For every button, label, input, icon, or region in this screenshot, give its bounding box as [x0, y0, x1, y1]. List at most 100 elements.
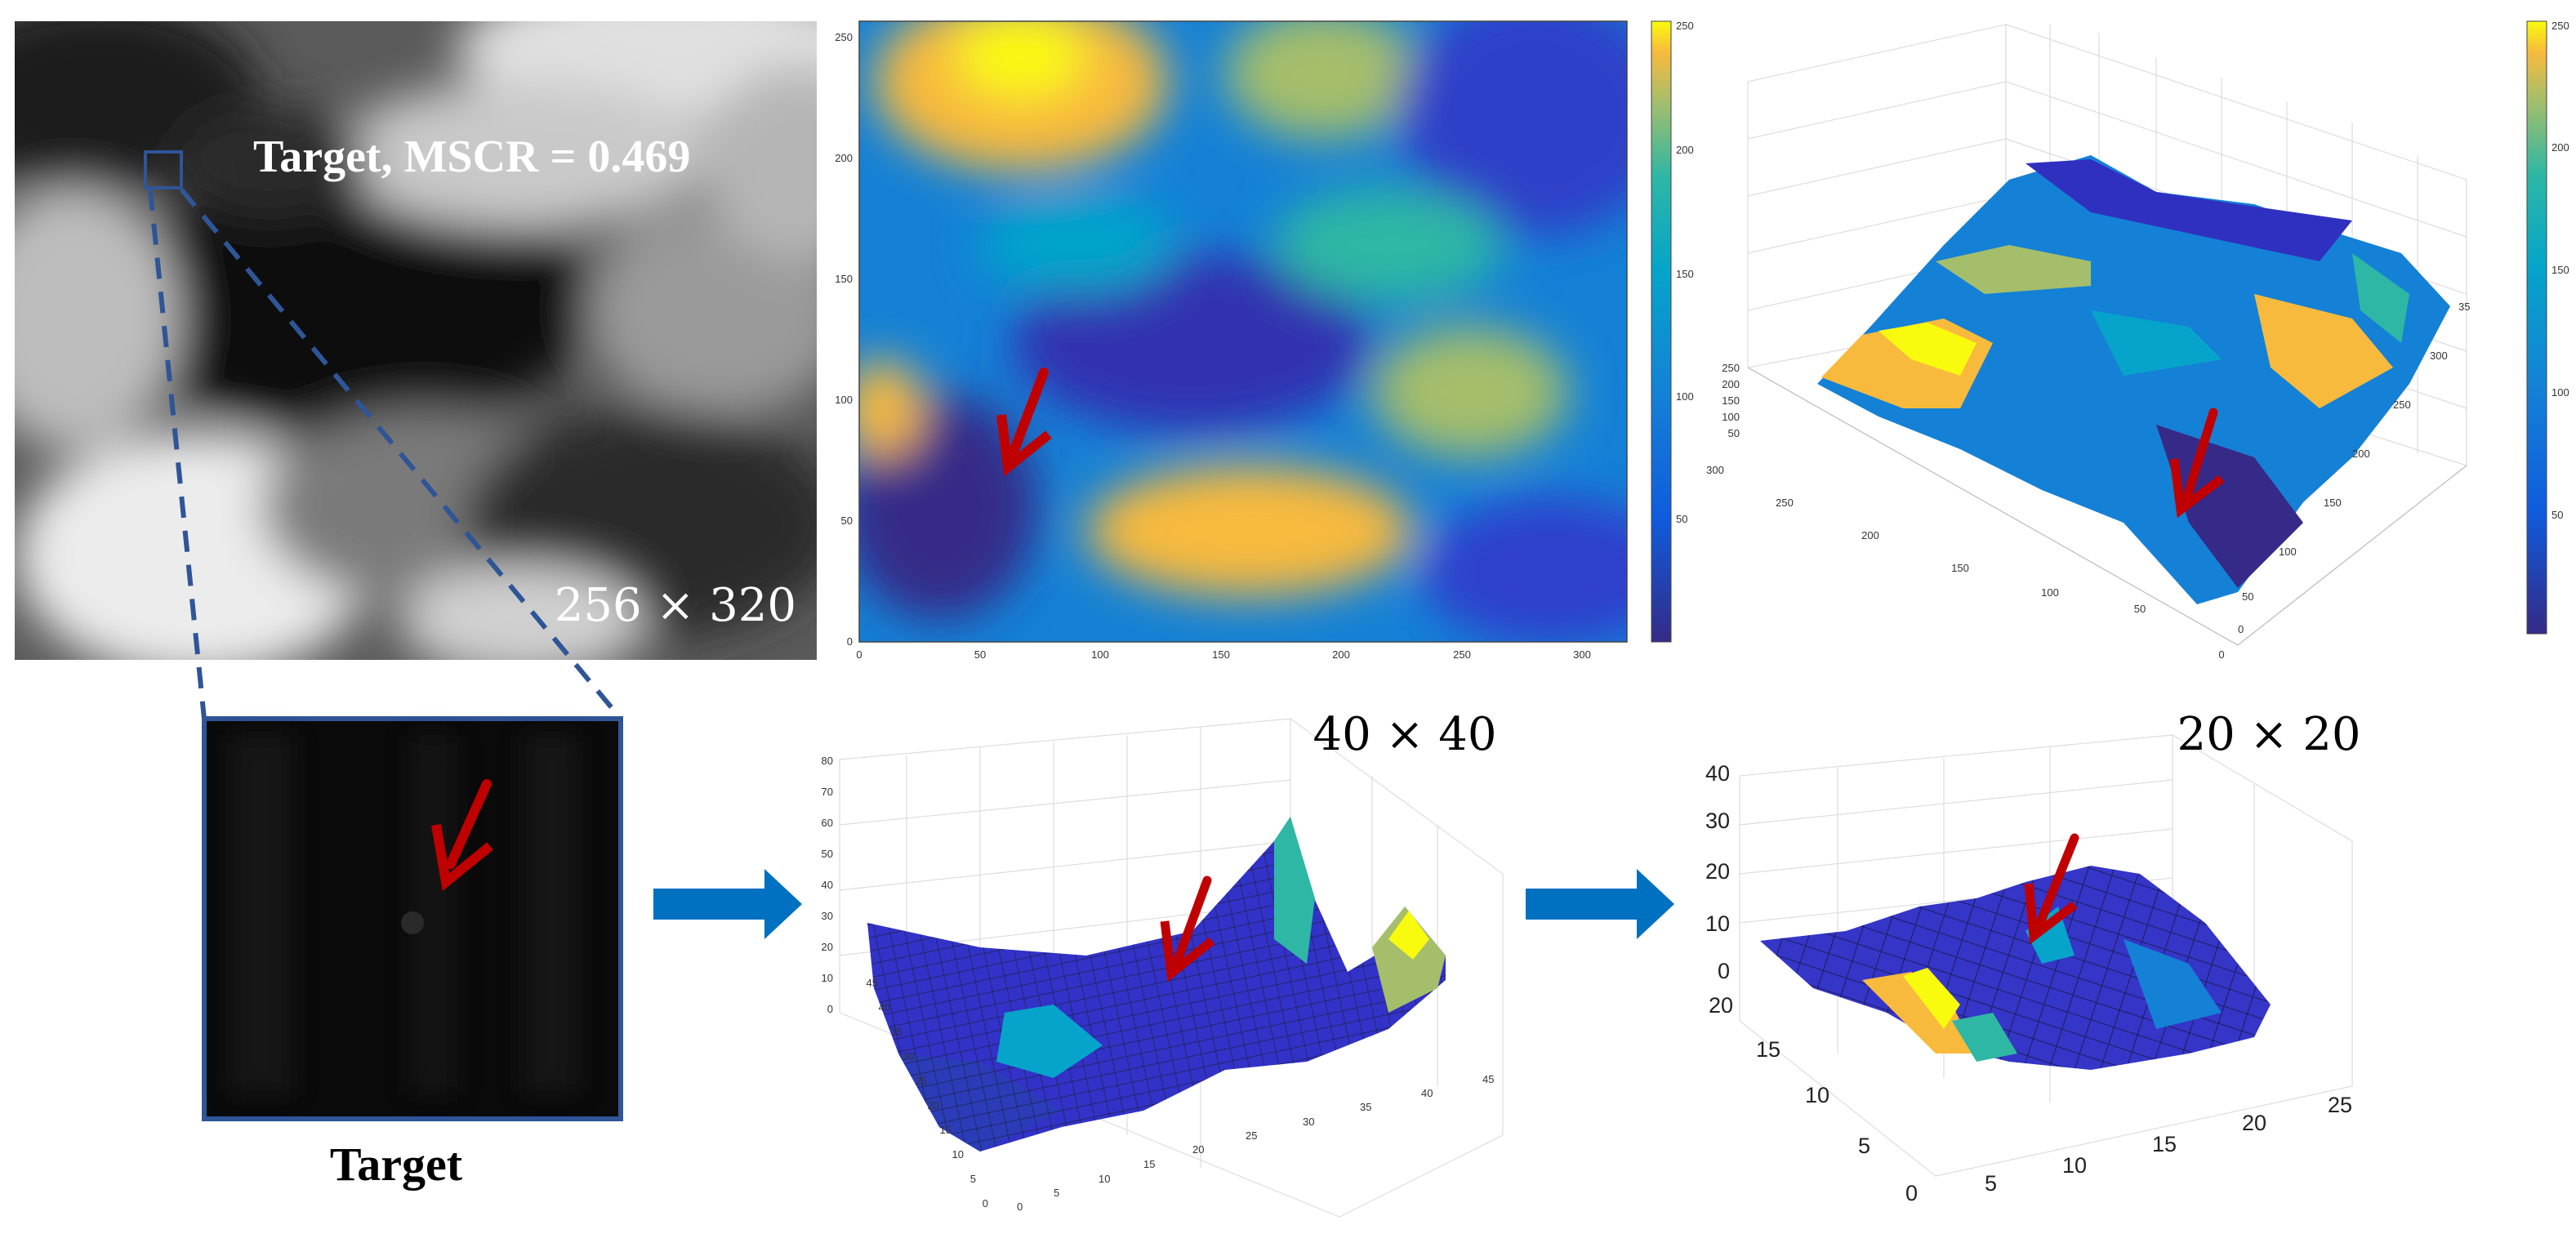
surface-40-z-tick: 70 — [822, 786, 833, 798]
heatmap-2d-panel: 0 50 100 150 200 250 300 0 50 100 150 20… — [835, 20, 1694, 661]
surface-20-y-tick: 10 — [1805, 1083, 1829, 1107]
cloud-texture — [15, 21, 817, 660]
colorbar-tick: 200 — [1676, 144, 1694, 156]
heatmap-x-tick: 300 — [1573, 648, 1591, 661]
surface-full-z-tick: 150 — [1722, 394, 1740, 407]
surface-40-z-tick: 40 — [822, 879, 833, 891]
infrared-image-title: Target, MSCR = 0.469 — [253, 131, 690, 182]
surface-40-y-tick: 5 — [970, 1173, 976, 1185]
surface-20-panel: 20 × 20 0 10 20 30 40 0 5 10 15 20 5 10 … — [1705, 708, 2361, 1205]
colorbar-tick: 100 — [2551, 386, 2569, 399]
colorbar-tick: 50 — [2551, 509, 2563, 521]
colorbar-tick: 200 — [2551, 141, 2569, 154]
surface-40-x-tick: 15 — [1143, 1158, 1155, 1170]
surface-40-x-tick: 0 — [1017, 1201, 1023, 1213]
surface-3d-full-z-axis: 250 200 150 100 50 — [1722, 362, 1740, 439]
surface-full-y-tick: 100 — [2279, 546, 2297, 558]
surface-full-x-tick: 50 — [2134, 603, 2146, 615]
arrow-icon — [431, 779, 493, 892]
surface-40-x-axis: 0 5 10 15 20 25 30 35 40 45 — [1017, 1073, 1494, 1213]
surface-20-y-tick: 0 — [1905, 1181, 1918, 1205]
surface-full-x-tick: 250 — [1776, 497, 1794, 509]
colorbar-tick: 50 — [1676, 513, 1687, 525]
surface-40-y-tick: 15 — [940, 1124, 952, 1136]
heatmap-arrow-icon — [996, 368, 1052, 477]
surface-3d-full-colorbar: 50 100 150 200 250 — [2526, 20, 2569, 635]
heatmap-colorbar: 50 100 150 200 250 — [1651, 20, 1694, 643]
colorbar-tick: 250 — [2551, 20, 2569, 32]
colorbar-tick: 250 — [1676, 20, 1694, 32]
surface-40-y-tick: 30 — [903, 1050, 915, 1062]
surface-40-z-tick: 10 — [822, 972, 833, 984]
surface-40-size-label: 40 × 40 — [1313, 708, 1496, 761]
zoomed-target-caption: Target — [330, 1138, 463, 1191]
heatmap-x-tick: 0 — [856, 648, 862, 661]
heatmap-blobs — [859, 21, 1627, 642]
surface-40-y-tick: 0 — [983, 1197, 988, 1209]
colorbar-tick: 150 — [1676, 268, 1694, 280]
surface-3d-full-x-axis: 0 50 100 150 200 250 300 — [1706, 464, 2224, 661]
surface-40-y-tick: 35 — [891, 1026, 902, 1038]
surface-40-x-tick: 10 — [1099, 1173, 1110, 1185]
surface-20-z-tick: 20 — [1705, 859, 1730, 884]
surface-20-x-axis: 5 10 15 20 25 — [1985, 1093, 2352, 1196]
surface-20-z-tick: 30 — [1705, 809, 1730, 833]
surface-40-x-tick: 5 — [1054, 1187, 1059, 1199]
surface-3d-full-panel: 0 50 100 150 200 250 300 0 50 100 150 20… — [1706, 20, 2569, 661]
surface-full-x-tick: 150 — [1951, 562, 1969, 574]
surface-20-z-tick: 0 — [1718, 959, 1730, 983]
surface-3d-full-y-axis: 0 50 100 150 200 250 300 35 — [2238, 301, 2470, 635]
zoom-connector-lines — [148, 188, 623, 720]
surface-40-y-tick: 25 — [916, 1075, 927, 1087]
surface-40-y-tick: 20 — [928, 1099, 939, 1111]
surface-20-x-tick: 20 — [2242, 1111, 2266, 1135]
surface-40-y-tick: 45 — [867, 977, 878, 989]
surface-40-x-tick: 40 — [1421, 1087, 1433, 1099]
surface-40-x-tick: 25 — [1246, 1129, 1257, 1142]
target-box — [144, 150, 183, 189]
surface-full-z-tick: 50 — [1728, 427, 1740, 439]
infrared-image-panel: Target, MSCR = 0.469 256 × 320 — [15, 21, 817, 660]
surface-full-z-tick: 200 — [1722, 378, 1740, 390]
surface-40-z-tick: 50 — [822, 848, 833, 860]
surface-full-y-tick: 300 — [2430, 350, 2448, 362]
surface-20-x-tick: 25 — [2328, 1093, 2352, 1117]
heatmap-y-tick: 200 — [835, 152, 853, 164]
surface-20-x-tick: 15 — [2152, 1132, 2177, 1156]
surface-20-arrow-icon — [2024, 833, 2079, 945]
surface-full-z-tick: 100 — [1722, 411, 1740, 423]
surface-40-z-tick: 60 — [822, 817, 833, 829]
surface-20-mesh — [1760, 866, 2271, 1070]
zoomed-target-panel: Target — [202, 716, 623, 1191]
flow-arrow-right-icon — [1526, 869, 1674, 939]
surface-40-mesh — [867, 817, 1446, 1152]
surface-40-panel: 40 × 40 0 10 20 30 40 50 60 70 80 0 5 10… — [822, 708, 1504, 1218]
surface-full-y-tick: 50 — [2242, 590, 2253, 603]
heatmap-x-tick: 250 — [1453, 648, 1471, 661]
surface-full-x-tick: 100 — [2041, 586, 2059, 599]
surface-20-z-tick: 40 — [1705, 761, 1730, 786]
infrared-image-size-label: 256 × 320 — [555, 579, 796, 632]
surface-20-z-tick: 10 — [1705, 911, 1730, 936]
surface-40-z-tick: 20 — [822, 941, 833, 953]
surface-20-y-tick: 15 — [1756, 1037, 1780, 1062]
surface-full-x-extra: 300 — [1706, 464, 1724, 476]
surface-40-x-tick: 20 — [1192, 1143, 1204, 1156]
colorbar-tick: 100 — [1676, 390, 1694, 403]
surface-3d-full-mesh — [1817, 155, 2450, 604]
surface-40-grid — [839, 718, 1504, 1218]
dim-target-spot — [401, 911, 424, 934]
surface-40-y-tick: 40 — [879, 1001, 890, 1013]
surface-20-y-tick: 20 — [1709, 993, 1733, 1018]
heatmap-y-tick: 150 — [835, 273, 853, 285]
heatmap-y-tick: 0 — [847, 635, 853, 648]
surface-40-z-axis: 0 10 20 30 40 50 60 70 80 — [822, 755, 833, 1015]
flow-arrow-right-icon — [653, 869, 802, 939]
surface-20-y-axis: 0 5 10 15 20 — [1709, 993, 1918, 1205]
heatmap-x-axis: 0 50 100 150 200 250 300 — [856, 648, 1590, 661]
heatmap-x-tick: 150 — [1212, 648, 1230, 661]
heatmap-x-tick: 100 — [1091, 648, 1109, 661]
surface-40-y-axis: 0 5 10 15 20 25 30 35 40 45 — [867, 977, 988, 1209]
surface-20-x-tick: 5 — [1985, 1171, 1997, 1196]
surface-full-y-tick: 35 — [2458, 301, 2470, 313]
